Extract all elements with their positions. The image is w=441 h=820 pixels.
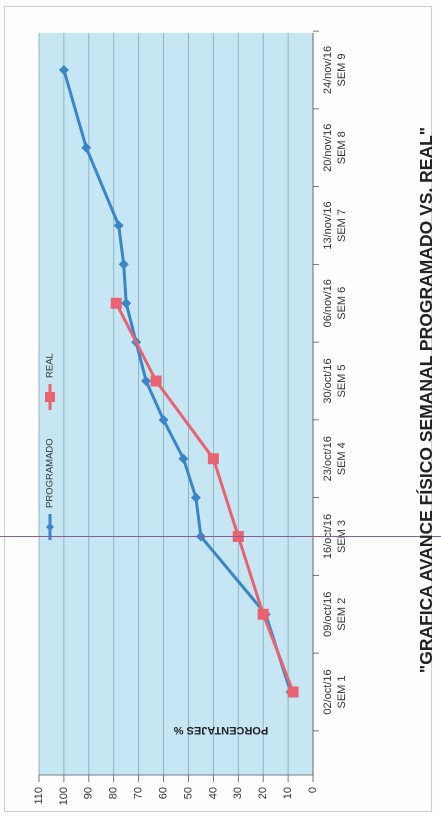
x-tick-label-date: 20/nov/16	[322, 124, 334, 172]
x-tick-label-week: SEM 4	[336, 442, 348, 475]
x-tick-label-week: SEM 1	[336, 675, 348, 708]
x-tick-label-week: SEM 6	[336, 287, 348, 320]
legend-marker	[46, 523, 54, 531]
data-point-real	[110, 297, 122, 309]
x-tick-label-week: SEM 9	[336, 53, 348, 86]
y-tick-label: 50	[182, 787, 194, 799]
data-point-real	[207, 453, 219, 465]
legend-label-real: REAL	[45, 353, 56, 378]
plot-area	[39, 33, 313, 775]
x-tick-label-date: 06/nov/16	[322, 279, 334, 327]
data-point-programado	[190, 492, 201, 503]
legend-label-programado: PROGRAMADO	[45, 438, 56, 508]
legend: PROGRAMADO REAL	[45, 353, 56, 540]
y-tick-label: 100	[58, 787, 70, 805]
data-point-real	[287, 686, 299, 698]
data-point-programado	[141, 376, 152, 386]
y-tick-label: 80	[108, 787, 120, 799]
x-tick-label-week: SEM 5	[336, 364, 348, 397]
y-tick-label: 0	[307, 787, 319, 793]
y-tick-label: 90	[83, 787, 95, 799]
y-tick-label: 60	[157, 787, 169, 799]
chart-title: "GRAFICA AVANCE FÍSICO SEMANAL PROGRAMAD…	[415, 127, 436, 673]
x-axis-ticks: 02/oct/16 SEM 109/oct/16 SEM 216/oct/16 SEM…	[312, 30, 348, 775]
x-tick-label-week: SEM 7	[336, 209, 348, 242]
y-tick-label: 30	[232, 787, 244, 799]
data-point-programado	[118, 259, 129, 270]
data-point-programado	[121, 298, 132, 309]
x-tick-label-week: SEM 2	[336, 598, 348, 631]
y-tick-label: 10	[282, 787, 294, 799]
data-point-programado	[178, 453, 189, 464]
chart-frame	[4, 6, 432, 812]
x-tick-label-date: 23/oct/16	[322, 436, 334, 481]
data-point-programado	[58, 65, 69, 75]
x-tick-label-date: 30/oct/16	[322, 358, 334, 403]
legend-marker	[45, 392, 55, 402]
series-line-real	[114, 302, 295, 693]
y-tick-label: 20	[257, 787, 269, 799]
y-tick-label: 110	[33, 787, 45, 805]
y-axis-label: PORCENTAJES %	[174, 724, 269, 736]
y-tick-label: 40	[207, 787, 219, 799]
data-point-real	[150, 375, 162, 387]
x-tick-label-date: 24/nov/16	[322, 46, 334, 94]
data-point-programado	[81, 142, 92, 153]
y-axis-ticks: 0 10 20 30 40 50 60 70 80 90 100 110	[33, 774, 319, 805]
y-tick-label: 70	[133, 787, 145, 799]
x-tick-label-week: SEM 8	[336, 131, 348, 164]
data-point-programado	[113, 220, 124, 231]
x-tick-label-date: 13/nov/16	[322, 201, 334, 249]
data-point-programado	[158, 414, 169, 425]
data-point-real	[257, 608, 269, 620]
x-tick-label-date: 09/oct/16	[322, 592, 334, 637]
x-tick-label-date: 02/oct/16	[322, 669, 334, 714]
